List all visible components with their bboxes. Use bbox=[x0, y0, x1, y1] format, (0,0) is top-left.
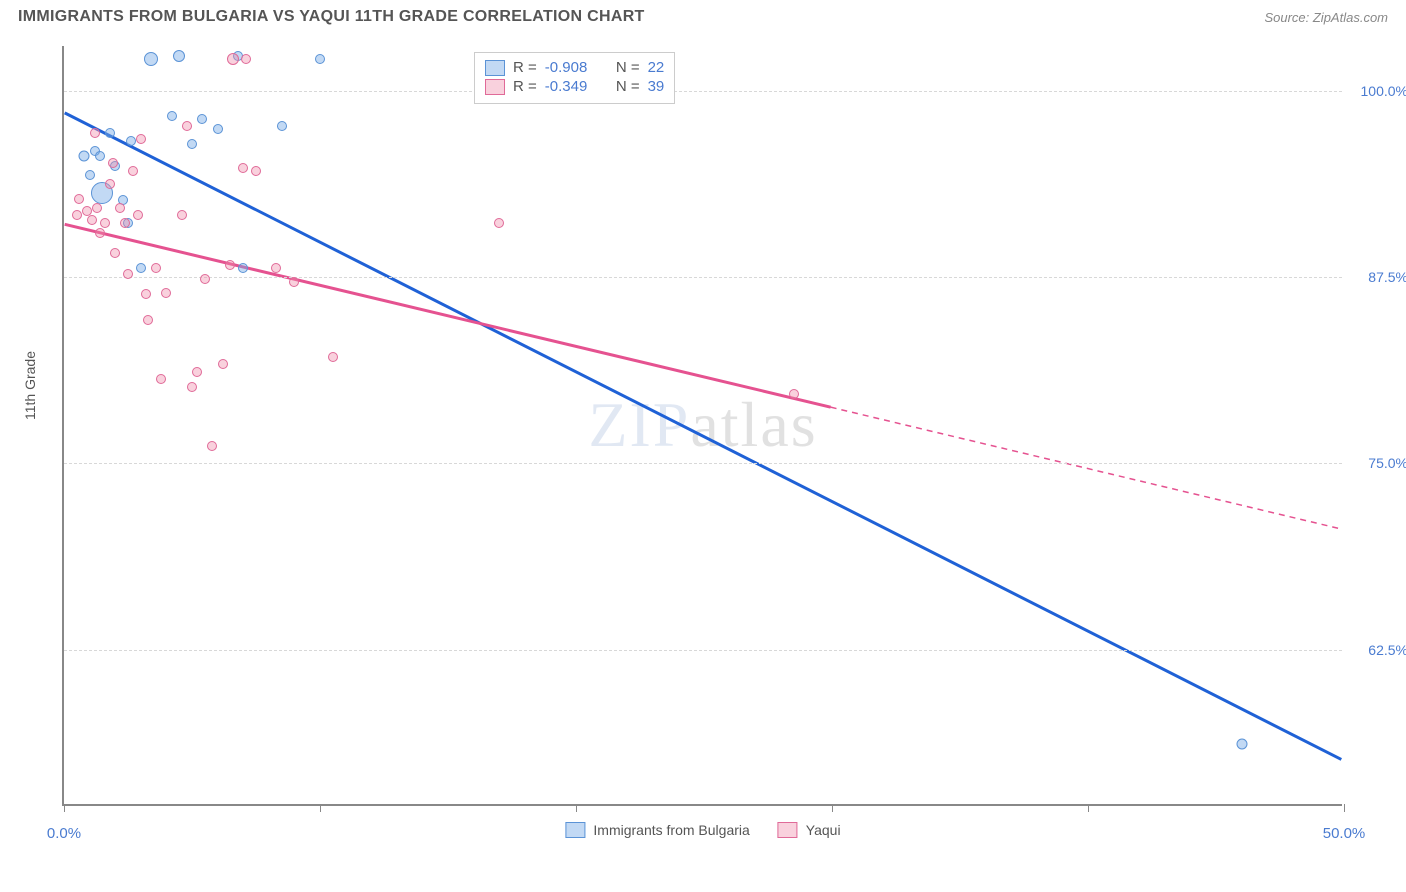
y-tick-label: 75.0% bbox=[1368, 455, 1406, 471]
scatter-point bbox=[143, 315, 153, 325]
title-bar: IMMIGRANTS FROM BULGARIA VS YAQUI 11TH G… bbox=[0, 0, 1406, 30]
watermark: ZIPatlas bbox=[588, 388, 817, 462]
scatter-point bbox=[187, 139, 197, 149]
scatter-point bbox=[136, 263, 146, 273]
legend-swatch bbox=[485, 79, 505, 95]
stats-legend: R = -0.908 N = 22 R = -0.349 N = 39 bbox=[474, 52, 675, 104]
scatter-point bbox=[213, 124, 223, 134]
x-tick bbox=[1088, 804, 1089, 812]
y-tick-label: 62.5% bbox=[1368, 642, 1406, 658]
scatter-point bbox=[151, 263, 161, 273]
scatter-point bbox=[133, 210, 143, 220]
trend-lines bbox=[64, 46, 1342, 804]
scatter-point bbox=[251, 166, 261, 176]
legend-swatch bbox=[565, 822, 585, 838]
r-value: -0.349 bbox=[545, 78, 588, 95]
gridline bbox=[64, 463, 1342, 464]
scatter-point bbox=[200, 274, 210, 284]
scatter-point bbox=[238, 163, 248, 173]
n-value: 39 bbox=[648, 78, 665, 95]
scatter-point bbox=[123, 269, 133, 279]
watermark-zip: ZIP bbox=[588, 389, 690, 460]
scatter-point bbox=[95, 151, 105, 161]
scatter-point bbox=[144, 52, 158, 66]
scatter-point bbox=[225, 260, 235, 270]
chart-title: IMMIGRANTS FROM BULGARIA VS YAQUI 11TH G… bbox=[18, 8, 645, 26]
scatter-point bbox=[108, 158, 118, 168]
scatter-point bbox=[177, 210, 187, 220]
scatter-point bbox=[105, 128, 115, 138]
scatter-point bbox=[277, 121, 287, 131]
legend-swatch bbox=[485, 60, 505, 76]
scatter-point bbox=[120, 218, 130, 228]
chart-plot-area: ZIPatlas 62.5%75.0%87.5%100.0%0.0%50.0%R… bbox=[62, 46, 1342, 806]
scatter-point bbox=[173, 50, 185, 62]
scatter-point bbox=[79, 150, 90, 161]
series-legend-item: Immigrants from Bulgaria bbox=[565, 822, 749, 838]
scatter-point bbox=[110, 248, 120, 258]
scatter-point bbox=[271, 263, 281, 273]
scatter-point bbox=[1236, 739, 1247, 750]
series-legend: Immigrants from Bulgaria Yaqui bbox=[565, 822, 840, 838]
series-legend-label: Yaqui bbox=[806, 822, 841, 838]
scatter-point bbox=[136, 134, 146, 144]
watermark-atlas: atlas bbox=[690, 389, 817, 460]
y-tick-label: 100.0% bbox=[1361, 83, 1406, 99]
scatter-point bbox=[227, 53, 239, 65]
n-value: 22 bbox=[648, 59, 665, 76]
scatter-point bbox=[192, 367, 202, 377]
scatter-point bbox=[72, 210, 82, 220]
scatter-point bbox=[92, 203, 102, 213]
scatter-point bbox=[197, 114, 207, 124]
x-tick bbox=[576, 804, 577, 812]
scatter-point bbox=[95, 228, 105, 238]
scatter-point bbox=[494, 218, 504, 228]
gridline bbox=[64, 277, 1342, 278]
scatter-point bbox=[315, 54, 325, 64]
scatter-point bbox=[126, 136, 136, 146]
gridline bbox=[64, 91, 1342, 92]
stats-legend-row: R = -0.908 N = 22 bbox=[485, 59, 664, 76]
scatter-point bbox=[161, 288, 171, 298]
gridline bbox=[64, 650, 1342, 651]
x-tick bbox=[320, 804, 321, 812]
scatter-point bbox=[100, 218, 110, 228]
scatter-point bbox=[289, 277, 299, 287]
scatter-point bbox=[187, 382, 197, 392]
scatter-point bbox=[85, 170, 95, 180]
scatter-point bbox=[105, 179, 115, 189]
x-tick-label: 0.0% bbox=[47, 825, 81, 842]
scatter-point bbox=[789, 389, 799, 399]
source-label: Source: ZipAtlas.com bbox=[1264, 10, 1388, 25]
scatter-point bbox=[238, 263, 248, 273]
series-legend-item: Yaqui bbox=[778, 822, 841, 838]
y-tick-label: 87.5% bbox=[1368, 269, 1406, 285]
scatter-point bbox=[156, 374, 166, 384]
x-tick bbox=[64, 804, 65, 812]
stats-legend-row: R = -0.349 N = 39 bbox=[485, 78, 664, 95]
scatter-point bbox=[141, 289, 151, 299]
x-tick-label: 50.0% bbox=[1323, 825, 1366, 842]
scatter-point bbox=[128, 166, 138, 176]
scatter-point bbox=[87, 215, 97, 225]
scatter-point bbox=[74, 194, 84, 204]
series-legend-label: Immigrants from Bulgaria bbox=[593, 822, 749, 838]
scatter-point bbox=[328, 352, 338, 362]
r-value: -0.908 bbox=[545, 59, 588, 76]
scatter-point bbox=[90, 128, 100, 138]
scatter-point bbox=[207, 441, 217, 451]
x-tick bbox=[832, 804, 833, 812]
scatter-point bbox=[182, 121, 192, 131]
scatter-point bbox=[167, 111, 177, 121]
scatter-point bbox=[241, 54, 251, 64]
scatter-point bbox=[115, 203, 125, 213]
x-tick bbox=[1344, 804, 1345, 812]
scatter-point bbox=[218, 359, 228, 369]
legend-swatch bbox=[778, 822, 798, 838]
y-axis-title: 11th Grade bbox=[22, 351, 38, 420]
